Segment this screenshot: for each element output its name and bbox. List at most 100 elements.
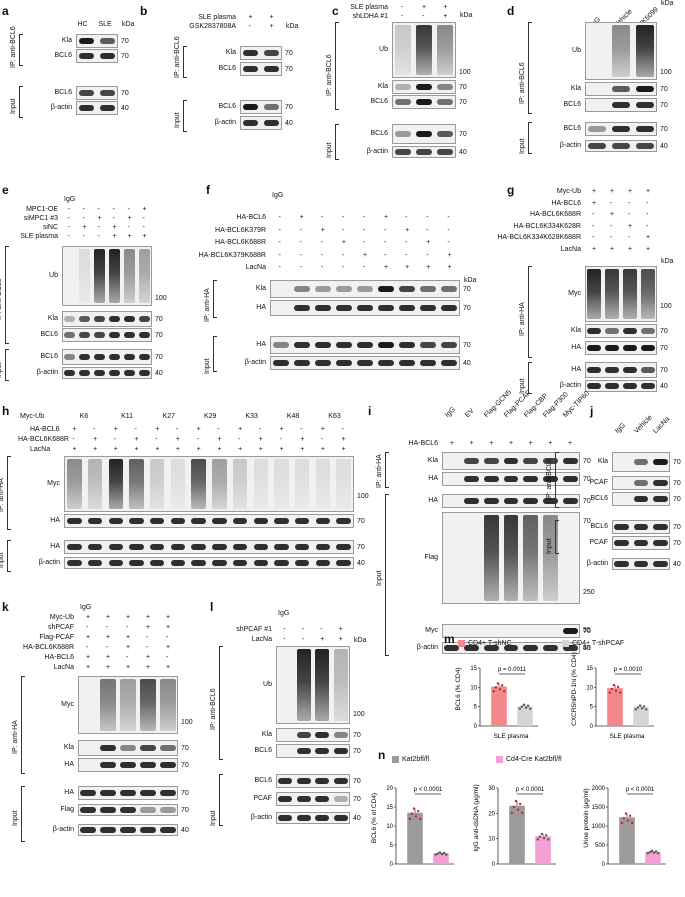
condition-value: -: [112, 206, 115, 213]
mw-marker: 70: [353, 732, 361, 739]
row-label: β-actin: [244, 359, 266, 366]
mw-marker: 100: [181, 719, 193, 726]
blot-strip: [76, 34, 118, 48]
condition-value: -: [146, 644, 149, 651]
row-label: BCL6: [590, 495, 608, 502]
condition-value: -: [610, 222, 613, 230]
band: [232, 560, 248, 566]
ip-label: IP: anti-BCL6: [326, 54, 333, 96]
bar: [619, 817, 635, 864]
condition-value: +: [112, 224, 117, 231]
blot-strip: [276, 792, 350, 806]
panel-letter-m: m: [444, 632, 455, 646]
ip-bracket: [21, 676, 25, 774]
mw-marker: 70: [357, 518, 365, 525]
mw-marker: 70: [459, 99, 467, 106]
band: [272, 360, 289, 366]
band: [633, 524, 649, 530]
blot-strip: [276, 812, 350, 824]
condition-value: +: [646, 234, 651, 241]
blot-strip: [585, 362, 657, 378]
mw-marker: 40: [357, 560, 365, 567]
band: [335, 305, 352, 311]
row-label: Kla: [61, 37, 72, 44]
band: [623, 383, 637, 389]
condition-value: +: [269, 14, 274, 21]
bar: [407, 812, 423, 864]
condition-value: +: [106, 664, 111, 671]
band: [138, 316, 151, 322]
y-axis-label: CXCR5hiPD-1hi (% CD4): [571, 652, 578, 726]
bar: [633, 707, 649, 726]
groups-label: Myc-Ub: [20, 413, 45, 420]
condition-value: -: [142, 215, 145, 222]
row-label: BCL6: [40, 353, 58, 360]
mw-marker: 70: [353, 778, 361, 785]
smear-band: [437, 25, 454, 75]
condition-label: HA-BCL6K688R: [215, 239, 266, 247]
bar: [491, 686, 507, 726]
condition-value: -: [299, 226, 302, 234]
row-label: HA: [571, 344, 581, 351]
band: [641, 383, 655, 389]
band: [99, 38, 116, 44]
condition-value: +: [628, 222, 633, 230]
condition-label: shPCAF: [47, 624, 74, 631]
condition-value: -: [301, 626, 305, 633]
band: [587, 126, 607, 132]
input-bracket: [5, 349, 9, 381]
band: [170, 544, 186, 550]
data-point: [419, 817, 422, 821]
data-point: [514, 799, 518, 803]
column-label: EV: [463, 407, 476, 419]
linkage-label: K63: [328, 413, 341, 420]
band: [314, 286, 331, 292]
input-bracket: [385, 494, 389, 656]
band: [108, 544, 124, 550]
band: [483, 458, 499, 464]
data-point: [634, 708, 637, 711]
condition-value: +: [146, 654, 151, 661]
condition-value: +: [72, 426, 77, 433]
band: [263, 104, 280, 110]
band: [108, 316, 121, 322]
condition-value: +: [426, 239, 431, 247]
condition-value: -: [646, 211, 649, 218]
condition-value: -: [384, 226, 387, 234]
igg-label: IgG: [64, 196, 76, 203]
blot-strip: [276, 744, 350, 758]
condition-value: +: [113, 426, 118, 433]
band: [191, 560, 206, 566]
row-label: Kla: [225, 49, 236, 56]
y-tick-label: 0: [474, 724, 478, 730]
mw-marker: 100: [353, 711, 365, 718]
band: [394, 131, 411, 137]
condition-label: HA-BCL6: [236, 214, 266, 221]
smear-band: [108, 459, 124, 509]
condition-value: +: [592, 199, 597, 207]
band: [100, 762, 116, 768]
smear-band: [635, 25, 655, 77]
band: [191, 544, 206, 550]
condition-value: +: [155, 446, 160, 453]
condition-value: -: [126, 624, 129, 631]
smear-band: [587, 269, 601, 319]
smear-band: [253, 459, 269, 509]
condition-value: -: [341, 214, 345, 221]
p-value: p < 0.0001: [516, 787, 545, 793]
smear-band: [315, 649, 330, 721]
data-point: [614, 689, 618, 692]
smear-band: [523, 515, 539, 601]
data-point: [434, 853, 437, 856]
blot-strip: [240, 116, 282, 130]
band: [587, 345, 601, 351]
band: [523, 476, 539, 482]
band: [87, 544, 103, 550]
row-label: HA: [256, 341, 266, 348]
condition-value: +: [146, 614, 151, 621]
data-point: [616, 685, 620, 689]
bar-chart: 0 5 10 15 p = 0.0010 CXCR5hiPD-1hi (% CD4) SLE…: [571, 652, 654, 740]
band: [635, 126, 655, 132]
smear-band: [191, 459, 206, 509]
condition-value: -: [97, 206, 100, 213]
